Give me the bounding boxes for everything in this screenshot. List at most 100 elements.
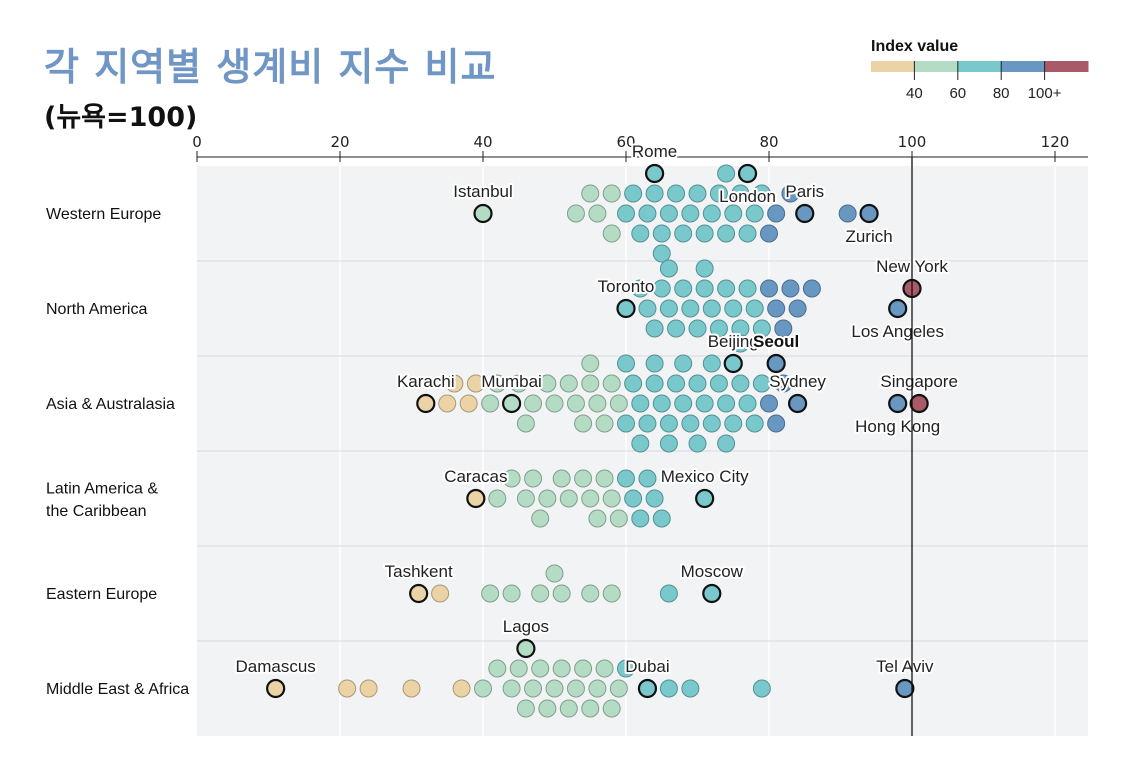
- data-point: [502, 469, 521, 488]
- data-point: [338, 679, 357, 698]
- data-point: [674, 394, 693, 413]
- region-group-asia-australasia: Asia & Australasia Karachi Mumbai BeijingSe…: [46, 330, 960, 453]
- city-point-karachi: [416, 393, 436, 414]
- x-tick-label: 80: [759, 133, 778, 151]
- x-tick-label: 0: [192, 133, 202, 151]
- city-point-sydney: [787, 393, 808, 414]
- data-point: [659, 434, 678, 453]
- data-point: [581, 354, 600, 373]
- data-point: [767, 299, 786, 318]
- data-point: [524, 469, 543, 488]
- data-point: [760, 279, 778, 298]
- data-point: [538, 699, 557, 718]
- data-point: [581, 699, 600, 718]
- data-point: [652, 244, 671, 263]
- legend-swatch: [957, 61, 1002, 72]
- city-label-seoul: Seoul: [753, 332, 799, 351]
- x-tick-label: 100: [898, 133, 927, 151]
- legend-label: 100+: [1028, 85, 1062, 102]
- city-point-toronto: [616, 298, 636, 319]
- city-label-mumbai: Mumbai: [481, 372, 541, 391]
- data-point: [674, 279, 693, 298]
- city-point-los-angeles: [888, 298, 908, 319]
- city-label-tashkent: Tashkent: [385, 562, 453, 581]
- data-point: [738, 394, 757, 413]
- data-point: [717, 394, 736, 413]
- data-point: [581, 584, 600, 603]
- data-point: [752, 679, 771, 698]
- data-point: [438, 394, 457, 413]
- data-point: [481, 394, 500, 413]
- data-point: [602, 489, 621, 508]
- data-point: [681, 204, 700, 223]
- city-point-caracas: [466, 488, 486, 509]
- data-point: [559, 699, 578, 718]
- data-point: [788, 299, 807, 318]
- city-point-dubai: [637, 678, 658, 699]
- legend-swatch: [914, 61, 959, 72]
- city-label-beijing: Beijing: [708, 332, 759, 351]
- data-point: [552, 469, 571, 488]
- city-point-zurich: [859, 203, 879, 224]
- data-point: [609, 679, 628, 698]
- data-point: [566, 679, 585, 698]
- data-point: [695, 279, 714, 298]
- data-point: [566, 204, 585, 223]
- data-point: [552, 659, 571, 678]
- data-point: [559, 374, 578, 393]
- data-point: [602, 699, 621, 718]
- data-point: [752, 184, 771, 203]
- data-point: [717, 164, 736, 183]
- data-point: [531, 659, 550, 678]
- data-point: [645, 374, 664, 393]
- city-label-singapore: Singapore: [880, 372, 958, 391]
- data-point: [838, 204, 857, 223]
- data-point: [659, 584, 678, 603]
- data-point: [488, 489, 507, 508]
- x-tick-label: 40: [473, 133, 492, 151]
- city-label-caracas: Caracas: [444, 467, 507, 486]
- data-point: [588, 509, 607, 528]
- legend-label: 80: [993, 85, 1010, 102]
- data-point: [624, 374, 643, 393]
- data-point: [674, 224, 693, 243]
- city-point-paris: [795, 203, 815, 224]
- city-point-singapore: [909, 393, 929, 414]
- data-point: [709, 374, 728, 393]
- city-point-rome: [644, 163, 665, 184]
- data-point: [774, 319, 793, 338]
- chart-subtitle: (뉴욕=100): [44, 102, 198, 133]
- data-point: [760, 224, 778, 243]
- data-point: [724, 414, 743, 433]
- region-label: Western Europe: [46, 206, 161, 223]
- data-point: [709, 319, 728, 338]
- data-point: [466, 374, 485, 393]
- data-point: [602, 184, 621, 203]
- data-point: [652, 224, 671, 243]
- data-point: [667, 374, 686, 393]
- city-label-damascus: Damascus: [235, 657, 315, 676]
- region-label: Asia & Australasia: [46, 396, 175, 413]
- data-point: [488, 374, 507, 393]
- data-point: [617, 354, 635, 373]
- region-group-eastern-europe: Eastern Europe Tashkent Moscow: [46, 560, 746, 604]
- city-label-tel-aviv: Tel Aviv: [876, 657, 934, 676]
- data-point: [524, 679, 543, 698]
- data-point: [738, 224, 757, 243]
- data-point: [516, 489, 535, 508]
- data-point: [631, 224, 650, 243]
- data-point: [688, 184, 707, 203]
- data-point: [588, 679, 607, 698]
- data-point: [659, 414, 678, 433]
- city-label-dubai: Dubai: [625, 657, 669, 676]
- data-point: [581, 374, 600, 393]
- data-point: [431, 584, 450, 603]
- data-point: [359, 679, 378, 698]
- data-point: [752, 374, 771, 393]
- region-label: North America: [46, 301, 147, 318]
- data-point: [631, 434, 650, 453]
- data-point: [717, 224, 736, 243]
- region-group-western-europe: Western Europe Istanbul Rome London Paris Zur…: [46, 140, 895, 263]
- city-point-mumbai: [502, 393, 522, 414]
